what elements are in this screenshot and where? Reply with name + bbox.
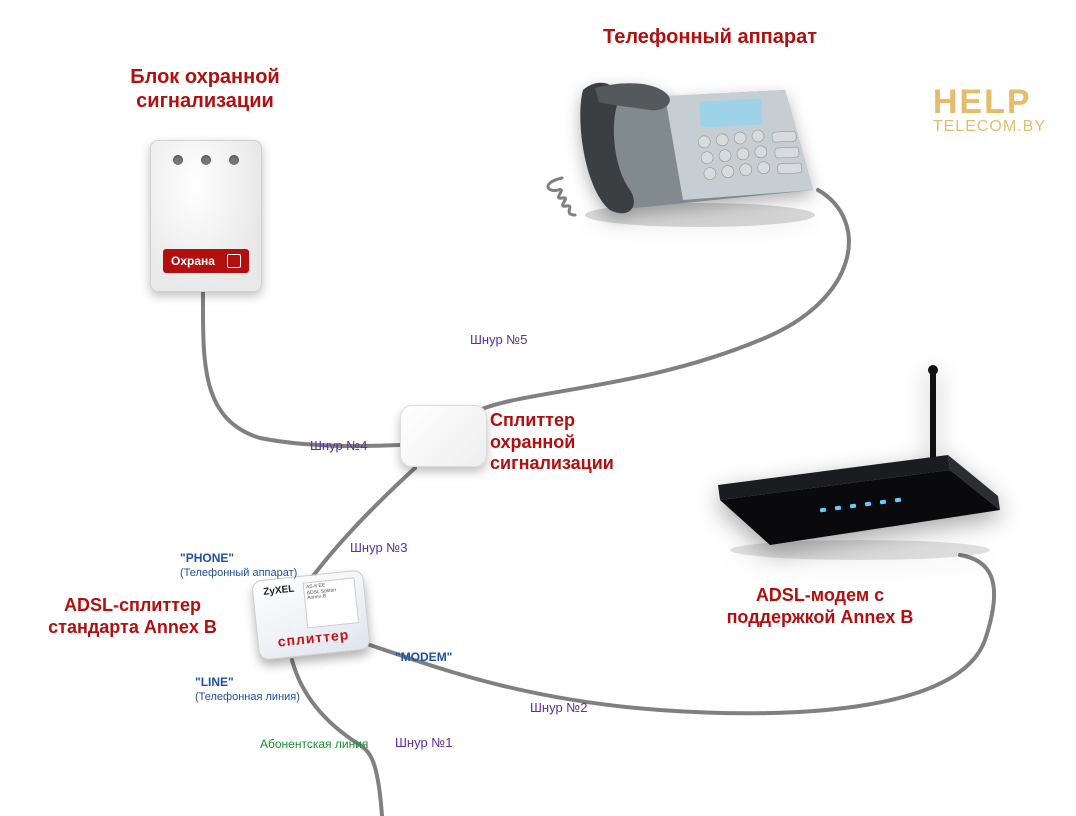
modem-title: ADSL-модем споддержкой Annex B bbox=[680, 585, 960, 628]
phone-title: Телефонный аппарат bbox=[560, 25, 860, 49]
alarm-leds bbox=[151, 141, 261, 165]
adsl-splitter-device: ZyXEL AS-6 EEADSL SplitterAnnex B сплитт… bbox=[251, 569, 371, 660]
cable-splitadsl-to-modem bbox=[370, 555, 994, 713]
port-phone-main: "PHONE" bbox=[180, 551, 234, 565]
phone-device bbox=[555, 60, 825, 230]
cable-label-4: Шнур №4 bbox=[310, 438, 367, 453]
adsl-splitter-title: ADSL-сплиттерстандарта Annex B bbox=[20, 595, 245, 638]
security-splitter-title: Сплиттерохраннойсигнализации bbox=[490, 410, 670, 475]
cable-splitsec-to-splitadsl-phone bbox=[310, 468, 415, 580]
watermark-line2: TELECOM.BY bbox=[933, 119, 1046, 135]
cable-label-1: Шнур №1 bbox=[395, 735, 452, 750]
adsl-splitter-sticker: AS-6 EEADSL SplitterAnnex B bbox=[303, 577, 360, 628]
cable-label-5: Шнур №5 bbox=[470, 332, 527, 347]
alarm-device: Охрана bbox=[150, 140, 262, 292]
cable-alarm-to-splitsec bbox=[203, 292, 400, 446]
cable-label-2: Шнур №2 bbox=[530, 700, 587, 715]
port-phone-sub: (Телефонный аппарат) bbox=[180, 567, 297, 579]
port-label-phone: "PHONE" (Телефонный аппарат) bbox=[180, 551, 297, 579]
modem-device bbox=[700, 360, 1010, 570]
security-splitter-device bbox=[400, 405, 487, 467]
watermark: HELP TELECOM.BY bbox=[933, 85, 1046, 135]
adsl-splitter-brand: ZyXEL bbox=[263, 584, 295, 598]
speaker-icon bbox=[227, 254, 241, 268]
port-line-sub: (Телефонная линия) bbox=[195, 691, 300, 703]
alarm-title: Блок охраннойсигнализации bbox=[85, 65, 325, 113]
adsl-splitter-red-label: сплиттер bbox=[258, 624, 369, 651]
subscriber-line-label: Абонентская линия bbox=[260, 737, 368, 751]
led-icon bbox=[229, 155, 239, 165]
alarm-plate-text: Охрана bbox=[171, 254, 215, 268]
port-line-main: "LINE" bbox=[195, 675, 234, 689]
port-label-modem: "MODEM" bbox=[395, 650, 452, 664]
led-icon bbox=[201, 155, 211, 165]
port-label-line: "LINE" (Телефонная линия) bbox=[195, 675, 300, 703]
led-icon bbox=[173, 155, 183, 165]
diagram-stage: HELP TELECOM.BY Блок охраннойсигнализаци… bbox=[0, 0, 1076, 816]
port-modem-main: "MODEM" bbox=[395, 650, 452, 664]
alarm-plate: Охрана bbox=[163, 249, 249, 273]
cable-label-3: Шнур №3 bbox=[350, 540, 407, 555]
watermark-line1: HELP bbox=[933, 85, 1046, 119]
